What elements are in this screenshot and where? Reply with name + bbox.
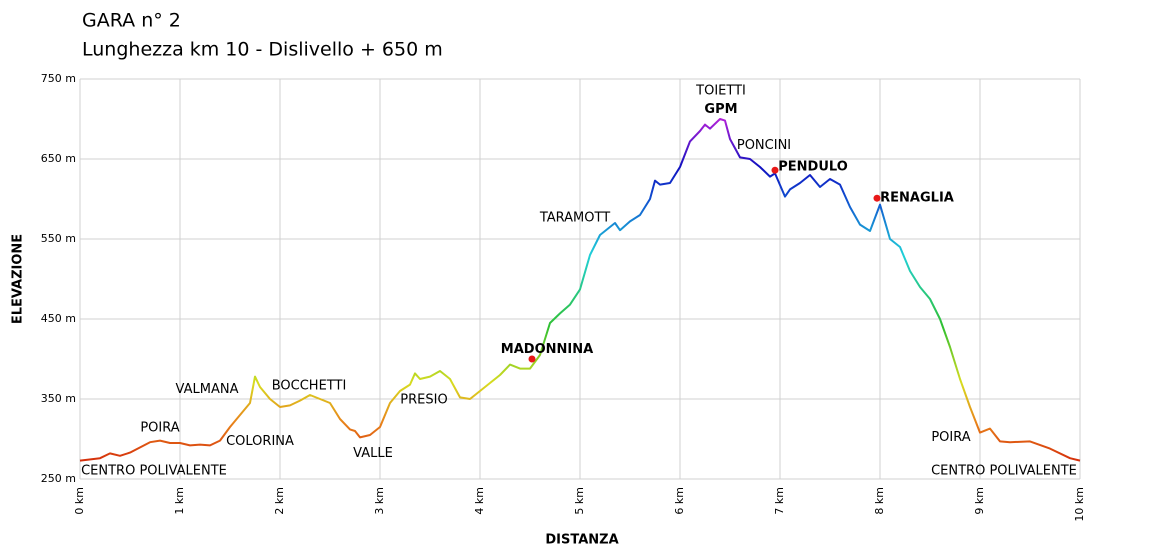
y-tick-label: 650 m bbox=[41, 152, 76, 165]
chart-title: GARA n° 2 bbox=[82, 10, 181, 32]
annotation: CENTRO POLIVALENTE bbox=[931, 464, 1077, 479]
y-axis-label: ELEVAZIONE bbox=[11, 234, 26, 324]
annotation: BOCCHETTI bbox=[272, 379, 347, 394]
x-tick-label: 9 km bbox=[973, 487, 986, 515]
x-tick-label: 3 km bbox=[373, 487, 386, 515]
annotation: TOIETTI bbox=[695, 84, 746, 99]
annotation: CENTRO POLIVALENTE bbox=[81, 464, 227, 479]
annotation: RENAGLIA bbox=[880, 191, 954, 206]
annotation-marker bbox=[771, 166, 779, 174]
annotation-marker bbox=[528, 355, 536, 363]
annotation: VALLE bbox=[353, 446, 393, 461]
annotation: PRESIO bbox=[400, 392, 447, 407]
y-tick-label: 550 m bbox=[41, 232, 76, 245]
y-tick-label: 350 m bbox=[41, 392, 76, 405]
y-tick-label: 250 m bbox=[41, 472, 76, 485]
x-axis-label: DISTANZA bbox=[545, 533, 618, 548]
x-tick-label: 1 km bbox=[173, 487, 186, 515]
x-tick-label: 10 km bbox=[1073, 487, 1086, 522]
elevation-line bbox=[79, 118, 1081, 462]
chart-subtitle: Lunghezza km 10 - Dislivello + 650 m bbox=[82, 39, 443, 61]
x-tick-label: 7 km bbox=[773, 487, 786, 515]
annotation: TARAMOTT bbox=[539, 211, 610, 226]
annotation-marker bbox=[873, 194, 881, 202]
annotation: PONCINI bbox=[737, 138, 791, 153]
annotation: POIRA bbox=[931, 430, 970, 445]
annotation: MADONNINA bbox=[501, 342, 593, 357]
x-tick-label: 0 km bbox=[73, 487, 86, 515]
annotation: COLORINA bbox=[226, 434, 294, 449]
annotation: GPM bbox=[704, 102, 737, 117]
annotation: PENDULO bbox=[778, 160, 848, 175]
y-tick-label: 750 m bbox=[41, 72, 76, 85]
x-tick-label: 6 km bbox=[673, 487, 686, 515]
y-tick-label: 450 m bbox=[41, 312, 76, 325]
x-tick-label: 8 km bbox=[873, 487, 886, 515]
x-tick-label: 2 km bbox=[273, 487, 286, 515]
x-tick-label: 4 km bbox=[473, 487, 486, 515]
annotation: POIRA bbox=[140, 420, 179, 435]
x-tick-label: 5 km bbox=[573, 487, 586, 515]
annotation: VALMANA bbox=[176, 382, 239, 397]
